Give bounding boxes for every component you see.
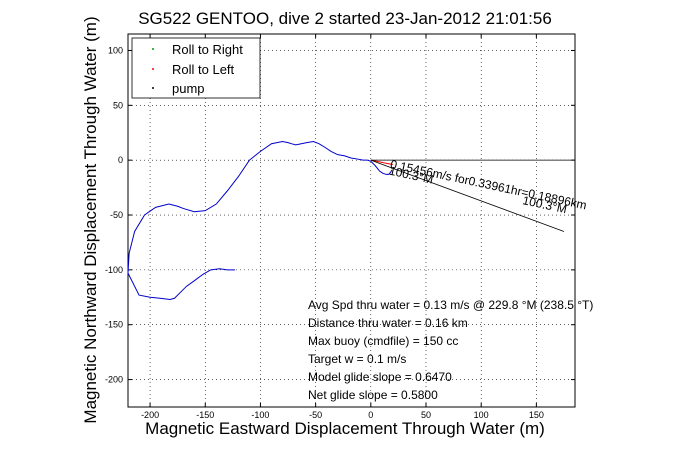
heading-vector-1 bbox=[370, 159, 565, 232]
x-axis-label: Magnetic Eastward Displacement Through W… bbox=[145, 419, 545, 438]
x-tick-label: 0 bbox=[368, 410, 373, 420]
y-tick-label: -50 bbox=[110, 210, 123, 220]
x-tick-labels: -200 -150 -100 -50 0 50 100 150 bbox=[141, 410, 544, 420]
legend-label-roll-right: Roll to Right bbox=[172, 42, 243, 57]
y-tick-label: 50 bbox=[113, 100, 123, 110]
stat-max-buoy: Max buoy (cmdfile) = 150 cc bbox=[308, 334, 458, 348]
stat-distance: Distance thru water = 0.16 km bbox=[308, 316, 468, 330]
y-tick-label: 100 bbox=[108, 45, 123, 55]
stat-avg-speed: Avg Spd thru water = 0.13 m/s @ 229.8 °M… bbox=[308, 298, 593, 312]
y-axis-label: Magnetic Northward Displacement Through … bbox=[81, 16, 100, 423]
series-group bbox=[127, 140, 575, 300]
legend-marker-pump bbox=[152, 87, 154, 89]
y-tick-labels: -200 -150 -100 -50 0 50 100 bbox=[105, 45, 123, 384]
y-tick-label: -150 bbox=[105, 320, 123, 330]
x-tick-label: -100 bbox=[251, 410, 269, 420]
legend-label-roll-left: Roll to Left bbox=[172, 62, 235, 77]
legend-label-pump: pump bbox=[172, 81, 205, 96]
x-tick-label: 100 bbox=[474, 410, 489, 420]
x-tick-label: -200 bbox=[141, 410, 159, 420]
legend-marker-roll-left bbox=[152, 68, 154, 70]
stat-net-glide-slope: Net glide slope = 0.5800 bbox=[308, 388, 438, 402]
y-tick-label: -200 bbox=[105, 375, 123, 385]
legend-marker-roll-right bbox=[152, 48, 154, 50]
series-line-1 bbox=[370, 159, 393, 166]
stats-box: Avg Spd thru water = 0.13 m/s @ 229.8 °M… bbox=[308, 298, 593, 402]
y-tick-label: 0 bbox=[118, 155, 123, 165]
series-line-0 bbox=[127, 140, 393, 300]
x-tick-label: 150 bbox=[529, 410, 544, 420]
x-tick-label: 50 bbox=[421, 410, 431, 420]
stat-model-glide-slope: Model glide slope = 0.6470 bbox=[308, 370, 452, 384]
x-tick-label: -150 bbox=[196, 410, 214, 420]
chart-title: SG522 GENTOO, dive 2 started 23-Jan-2012… bbox=[138, 9, 552, 28]
y-tick-label: -100 bbox=[105, 265, 123, 275]
stat-target-w: Target w = 0.1 m/s bbox=[308, 352, 406, 366]
x-tick-label: -50 bbox=[309, 410, 322, 420]
legend: Roll to Right Roll to Left pump bbox=[131, 37, 261, 99]
